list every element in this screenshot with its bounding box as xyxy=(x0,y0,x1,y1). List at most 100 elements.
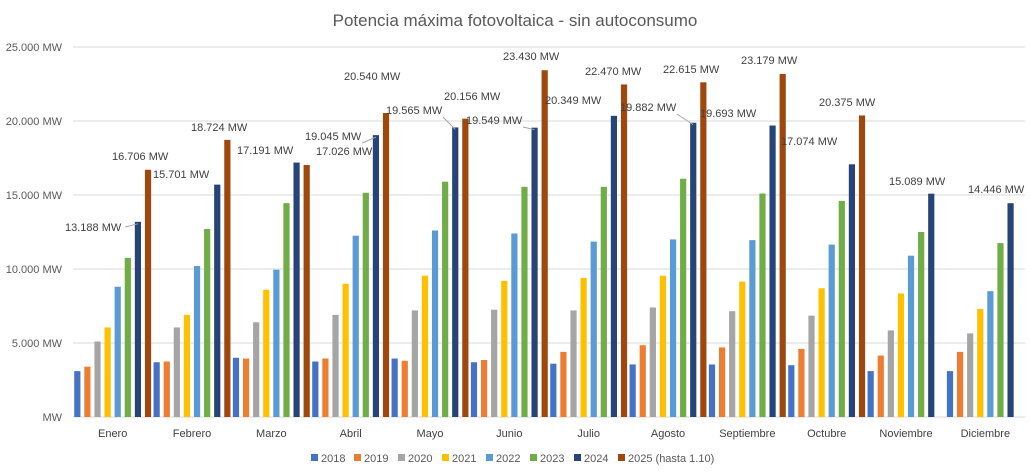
bar-2024-marzo xyxy=(293,162,300,417)
y-tick-label: 15.000 MW xyxy=(6,190,63,202)
data-label: 20.375 MW xyxy=(819,97,876,109)
bar-2018-diciembre xyxy=(946,371,954,417)
bar-2024-junio xyxy=(531,127,538,418)
data-label: 19.882 MW xyxy=(620,102,677,114)
bar-2018-noviembre xyxy=(867,371,874,417)
data-label: 14.446 MW xyxy=(968,184,1025,196)
bar-2018-marzo xyxy=(232,357,240,417)
bar-2025-julio xyxy=(620,84,628,417)
bars xyxy=(74,70,1014,418)
bar-2021-marzo xyxy=(263,289,270,417)
data-label: 19.549 MW xyxy=(466,115,523,127)
bar-2018-enero xyxy=(74,371,81,417)
y-tick-label: MW xyxy=(42,412,62,424)
bar-2024-septiembre xyxy=(769,125,776,417)
bar-2021-junio xyxy=(501,280,508,417)
data-label: 20.540 MW xyxy=(344,71,401,83)
bar-2025-septiembre xyxy=(779,73,786,417)
x-category-label: Junio xyxy=(496,428,522,440)
bar-2018-junio xyxy=(470,362,478,417)
bar-2019-julio xyxy=(560,351,567,417)
legend-label: 2021 xyxy=(452,453,476,465)
bar-2023-diciembre xyxy=(997,243,1004,417)
bar-2021-febrero xyxy=(183,314,191,417)
bar-2021-enero xyxy=(104,327,111,417)
legend-label: 2018 xyxy=(321,453,345,465)
data-label: 17.026 MW xyxy=(316,146,373,158)
bar-2018-octubre xyxy=(788,365,795,417)
data-label: 19.045 MW xyxy=(305,131,362,143)
x-axis-categories: Enero Febrero Marzo Abril Mayo Junio Julio Agos… xyxy=(98,428,1010,440)
bar-2020-marzo xyxy=(253,322,260,417)
leader-line xyxy=(522,126,535,131)
bar-2022-noviembre xyxy=(907,255,915,417)
bar-2022-enero xyxy=(114,286,121,417)
bar-2019-septiembre xyxy=(718,347,726,417)
x-category-label: Enero xyxy=(98,428,127,440)
bar-2025-octubre xyxy=(858,115,866,417)
bar-2023-noviembre xyxy=(918,232,925,417)
bar-2020-diciembre xyxy=(967,333,974,417)
bar-2024-agosto xyxy=(690,122,697,417)
y-tick-label: 5.000 MW xyxy=(12,338,63,350)
bar-2018-septiembre xyxy=(708,364,716,417)
bar-2018-abril xyxy=(312,361,319,417)
bar-2023-octubre xyxy=(838,200,845,417)
bar-2019-diciembre xyxy=(956,351,964,417)
bar-2020-junio xyxy=(491,309,498,417)
bar-2020-enero xyxy=(94,341,101,417)
bar-2023-septiembre xyxy=(759,193,766,417)
data-label: 17.074 MW xyxy=(781,136,838,148)
leader-line xyxy=(442,116,456,130)
bar-2023-agosto xyxy=(680,178,687,417)
bar-2023-abril xyxy=(362,192,369,417)
bar-2018-mayo xyxy=(391,358,398,417)
x-category-label: Diciembre xyxy=(961,428,1011,440)
legend-label: 2019 xyxy=(364,453,388,465)
data-label: 19.565 MW xyxy=(386,105,443,117)
legend-label: 2020 xyxy=(408,453,432,465)
bar-2020-septiembre xyxy=(729,311,736,417)
bar-2019-mayo xyxy=(401,360,408,417)
bar-2020-mayo xyxy=(411,310,418,417)
bar-2021-octubre xyxy=(818,288,825,417)
x-category-label: Noviembre xyxy=(879,428,932,440)
bar-2023-mayo xyxy=(442,181,449,417)
x-category-label: Agosto xyxy=(651,428,685,440)
label-leader-lines xyxy=(124,113,694,228)
x-category-label: Mayo xyxy=(417,428,444,440)
bar-2021-mayo xyxy=(421,275,429,417)
leader-line xyxy=(124,223,139,228)
bar-2025-marzo xyxy=(303,165,310,417)
data-label: 23.430 MW xyxy=(503,51,560,63)
data-label: 22.470 MW xyxy=(585,66,642,78)
bar-2020-noviembre xyxy=(887,330,894,417)
data-label: 15.701 MW xyxy=(153,169,210,181)
legend-swatch xyxy=(442,454,449,461)
bar-2024-julio xyxy=(610,115,618,417)
data-label: 13.188 MW xyxy=(65,222,122,234)
bar-2023-junio xyxy=(521,186,528,417)
bar-2022-mayo xyxy=(431,230,439,417)
bar-2021-julio xyxy=(580,277,587,417)
bar-2023-julio xyxy=(600,186,607,417)
y-tick-label: 25.000 MW xyxy=(6,42,63,54)
data-label: 18.724 MW xyxy=(191,122,248,134)
leader-line xyxy=(361,136,377,144)
legend-swatch xyxy=(398,454,405,461)
bar-2019-noviembre xyxy=(877,355,884,417)
legend-label: 2023 xyxy=(540,453,564,465)
data-label: 17.191 MW xyxy=(237,145,294,157)
bar-2020-febrero xyxy=(173,327,180,417)
bar-2024-diciembre xyxy=(1007,203,1014,417)
leader-line xyxy=(676,113,694,126)
bar-2024-enero xyxy=(134,221,142,417)
y-axis-ticks: MW 5.000 MW 10.000 MW 15.000 MW 20.000 MW 25.… xyxy=(6,42,63,424)
bar-2025-mayo xyxy=(462,118,469,417)
bar-2021-agosto xyxy=(659,275,667,417)
bar-2018-julio xyxy=(550,363,557,417)
bar-2023-febrero xyxy=(204,229,211,417)
bar-2022-abril xyxy=(352,235,359,417)
